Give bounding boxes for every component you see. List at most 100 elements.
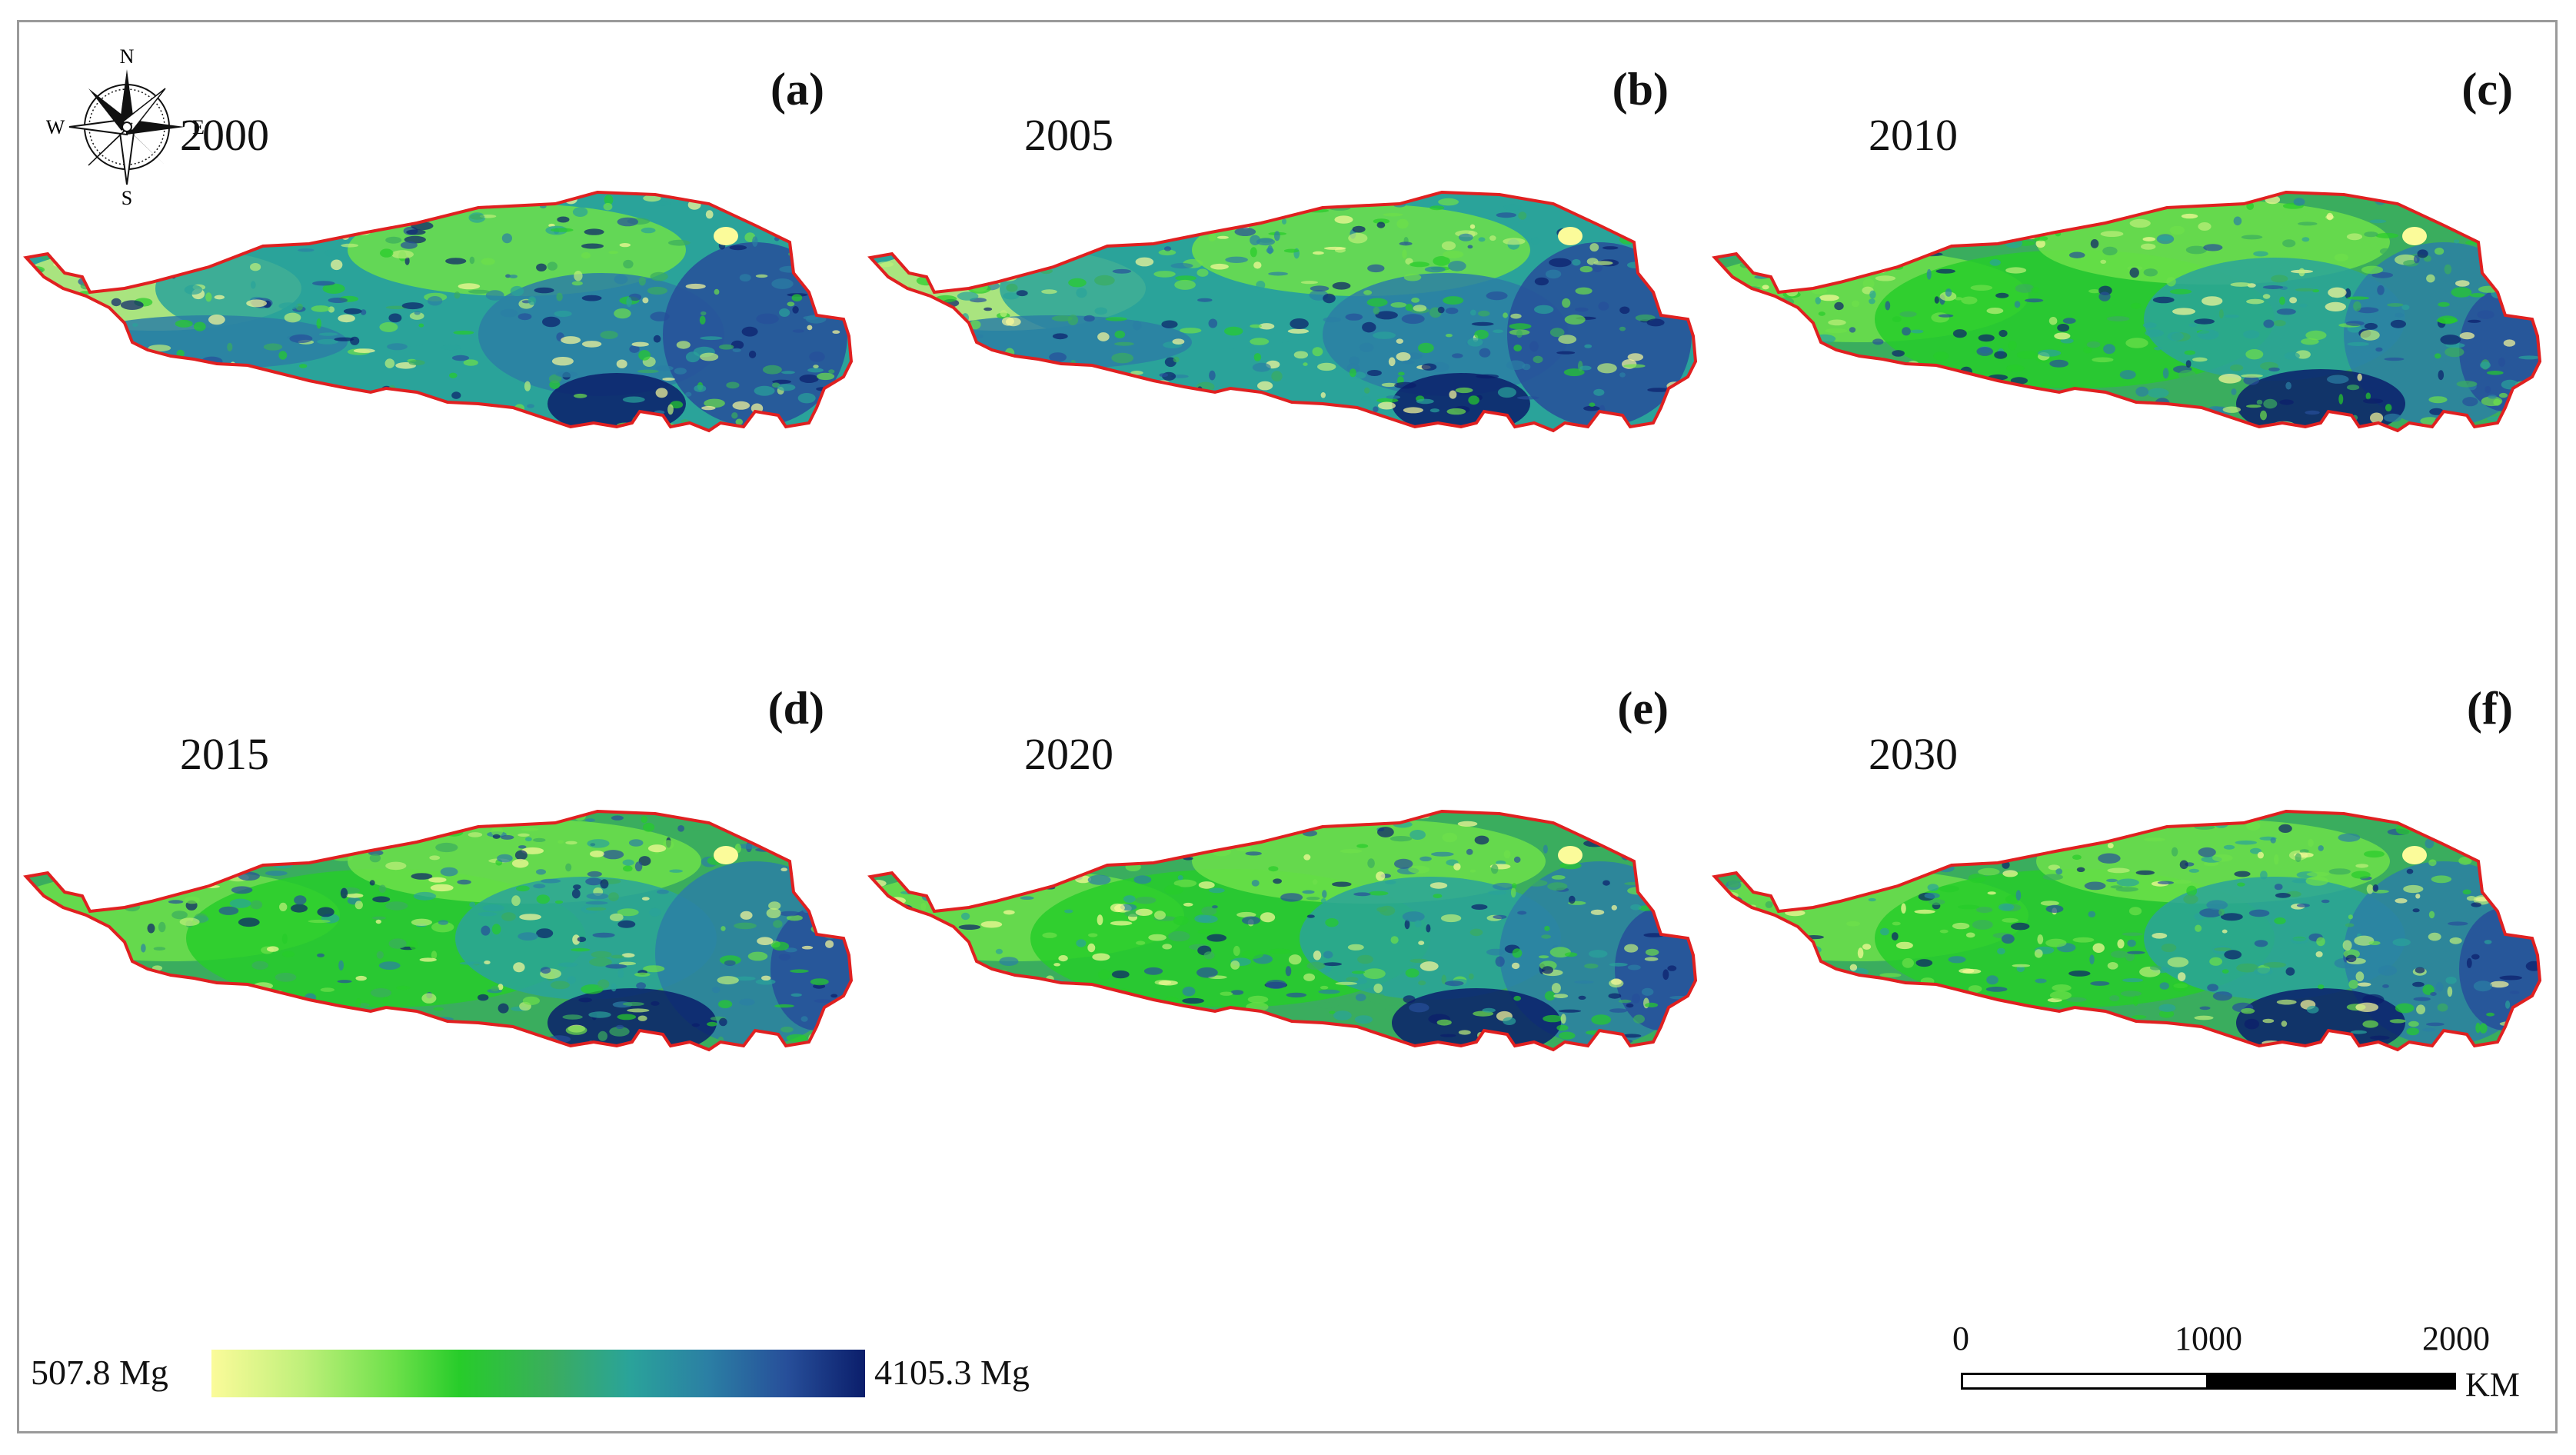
biomass-speckle [222,196,240,203]
biomass-speckle [1962,968,1982,974]
biomass-speckle [2152,933,2168,939]
biomass-speckle [2241,1007,2255,1014]
biomass-speckle [1224,1029,1240,1037]
biomass-speckle [112,392,131,401]
biomass-speckle [2203,244,2223,251]
biomass-speckle [215,991,234,1001]
biomass-speckle [184,896,200,904]
biomass-speckle [79,995,98,1002]
biomass-speckle [2284,351,2300,360]
biomass-speckle [1915,959,1933,967]
biomass-speckle [2107,867,2130,874]
biomass-speckle [960,1003,982,1008]
biomass-speckle [371,201,392,206]
biomass-zone [1507,242,1692,427]
biomass-speckle [901,243,916,252]
biomass-speckle [1358,196,1366,205]
biomass-speckle [39,290,55,294]
biomass-speckle [1769,831,1785,837]
biomass-speckle [513,416,524,427]
biomass-speckle [747,951,768,961]
biomass-speckle [1659,838,1670,850]
biomass-speckle [1247,995,1269,1004]
panel-year: 2015 [180,729,269,779]
biomass-speckle [2506,921,2528,927]
biomass-speckle [1359,416,1379,428]
biomass-speckle [1405,304,1413,311]
biomass-speckle [810,1036,826,1044]
biomass-speckle [1738,946,1747,950]
biomass-speckle [1148,934,1167,941]
biomass-speckle [278,302,299,310]
figure-frame [17,20,2558,1433]
biomass-speckle [2273,320,2286,327]
biomass-speckle [1923,377,1932,385]
biomass-speckle [670,401,684,409]
biomass-speckle [2031,287,2040,293]
biomass-speckle [1850,268,1858,272]
biomass-speckle [1378,401,1396,410]
biomass-speckle [1200,223,1216,231]
biomass-speckle [1120,1023,1142,1032]
plateau-map [23,190,854,433]
biomass-speckle [2387,303,2404,307]
biomass-speckle [1583,405,1600,411]
biomass-speckle [650,271,668,281]
biomass-speckle [317,953,324,957]
biomass-speckle [621,953,635,958]
biomass-speckle [386,1011,393,1015]
biomass-speckle [208,315,225,325]
biomass-speckle [2166,405,2179,410]
biomass-speckle [466,405,477,410]
biomass-speckle [1644,957,1659,961]
biomass-speckle [906,233,925,238]
biomass-speckle [807,368,824,373]
biomass-speckle [2218,374,2242,384]
biomass-speckle [643,822,655,832]
biomass-speckle [1001,317,1014,326]
biomass-speckle [1503,850,1511,859]
biomass-speckle [1804,1029,1812,1036]
biomass-speckle [208,828,225,836]
biomass-speckle [1560,1014,1566,1024]
biomass-speckle [2285,381,2291,390]
biomass-speckle [1986,205,1995,215]
biomass-speckle [1890,365,1913,374]
biomass-zone [1300,877,1561,1000]
biomass-speckle [1036,1017,1053,1027]
biomass-speckle [111,831,127,841]
biomass-speckle [1598,301,1609,311]
biomass-speckle [1733,344,1740,355]
biomass-speckle [54,872,77,883]
biomass-speckle [2412,908,2420,913]
biomass-speckle [2382,984,2389,988]
biomass-speckle [547,261,557,271]
biomass-speckle [1093,377,1115,383]
biomass-speckle [1588,199,1600,205]
biomass-speckle [1534,277,1549,286]
biomass-speckle [1268,948,1291,954]
biomass-speckle [875,303,897,307]
biomass-speckle [94,283,110,288]
biomass-speckle [2531,901,2540,906]
biomass-speckle [451,355,470,361]
biomass-speckle [70,385,88,391]
biomass-speckle [719,344,734,350]
biomass-speckle [2241,235,2263,240]
biomass-speckle [501,912,516,921]
biomass-speckle [879,286,896,295]
biomass-speckle [739,998,755,1006]
biomass-speckle [2351,871,2371,879]
biomass-speckle [162,215,176,222]
biomass-speckle [773,920,783,928]
biomass-speckle [1418,941,1425,945]
biomass-speckle [1900,845,1910,856]
biomass-speckle [2355,1002,2379,1012]
biomass-speckle [510,285,524,297]
biomass-speckle [1877,863,1886,869]
biomass-speckle [1807,898,1819,904]
biomass-speckle [2132,995,2138,1007]
biomass-speckle [960,224,970,230]
biomass-speckle [779,265,800,273]
biomass-speckle [1590,909,1605,915]
